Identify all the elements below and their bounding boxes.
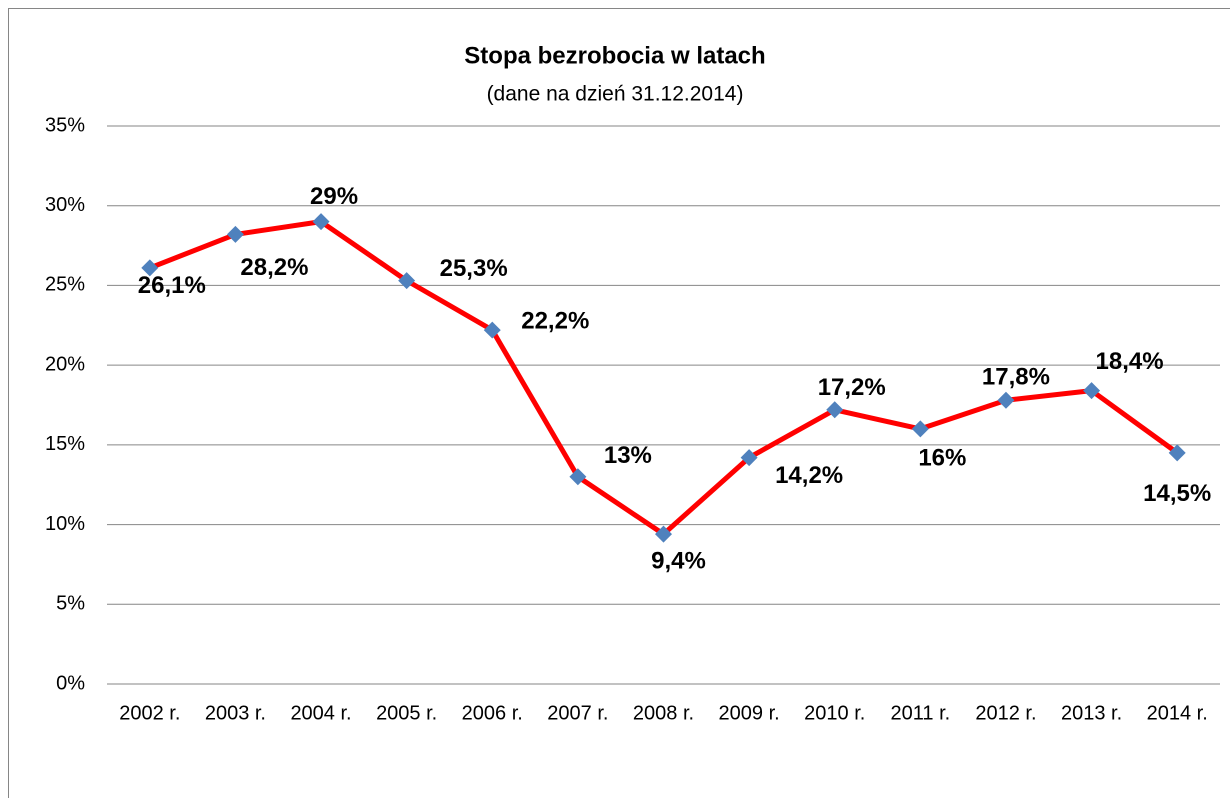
data-point <box>911 420 929 438</box>
data-point <box>569 468 587 486</box>
y-tick-label: 20% <box>45 353 85 375</box>
x-tick-label: 2006 r. <box>462 702 523 724</box>
data-label: 14,5% <box>1143 480 1211 507</box>
data-label: 13% <box>604 442 652 469</box>
x-tick-label: 2005 r. <box>376 702 437 724</box>
y-tick-label: 5% <box>56 593 85 615</box>
data-label: 25,3% <box>440 255 508 282</box>
y-tick-label: 0% <box>56 672 85 694</box>
data-point <box>141 259 159 277</box>
data-label: 9,4% <box>651 547 706 574</box>
x-tick-label: 2007 r. <box>547 702 608 724</box>
data-point <box>655 525 672 543</box>
chart-title: Stopa bezrobocia w latach <box>464 42 765 69</box>
data-point <box>740 449 758 467</box>
y-tick-label: 25% <box>45 274 85 296</box>
x-tick-label: 2008 r. <box>633 702 694 724</box>
data-label: 14,2% <box>775 462 843 489</box>
x-tick-label: 2009 r. <box>719 702 780 724</box>
y-tick-label: 30% <box>45 194 85 216</box>
y-tick-label: 35% <box>45 114 85 136</box>
data-label: 18,4% <box>1096 348 1164 375</box>
data-point <box>226 225 244 243</box>
x-tick-label: 2010 r. <box>804 702 865 724</box>
data-point <box>312 213 330 231</box>
data-point <box>483 321 501 339</box>
chart-subtitle: (dane na dzień 31.12.2014) <box>487 83 744 106</box>
data-label: 16% <box>918 444 966 471</box>
x-tick-label: 2004 r. <box>290 702 351 724</box>
data-label: 17,8% <box>982 364 1050 391</box>
data-label: 26,1% <box>138 272 206 299</box>
data-label: 17,2% <box>818 374 886 401</box>
data-label: 22,2% <box>521 307 589 334</box>
data-point <box>398 272 416 290</box>
x-tick-label: 2014 r. <box>1147 702 1208 724</box>
data-point <box>826 401 844 419</box>
x-tick-label: 2002 r. <box>119 702 180 724</box>
x-tick-label: 2012 r. <box>975 702 1036 724</box>
y-tick-label: 15% <box>45 433 85 455</box>
x-tick-label: 2011 r. <box>891 702 951 724</box>
x-tick-label: 2003 r. <box>205 702 266 724</box>
chart-border <box>8 8 1230 798</box>
data-label: 29% <box>310 183 358 210</box>
data-label: 28,2% <box>240 254 308 281</box>
data-point <box>997 391 1015 409</box>
x-tick-label: 2013 r. <box>1061 702 1122 724</box>
y-tick-label: 10% <box>45 513 85 535</box>
